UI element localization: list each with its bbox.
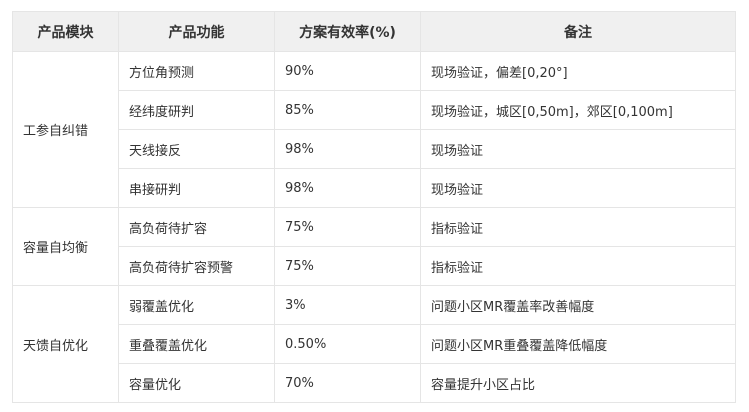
module-cell: 工参自纠错 [12,51,119,208]
rate-cell: 0.50% [274,324,421,364]
func-cell: 重叠覆盖优化 [118,324,275,364]
header-row: 产品模块 产品功能 方案有效率(%) 备注 [12,11,736,52]
table-row: 经纬度研判 85% 现场验证，城区[0,50m]，郊区[0,100m] [13,90,736,130]
note-cell: 现场验证，偏差[0,20°] [420,51,736,91]
module-cell: 容量自均衡 [12,207,119,286]
rate-cell: 75% [274,246,421,286]
header-module: 产品模块 [12,11,119,52]
note-cell: 容量提升小区占比 [420,363,736,403]
rate-cell: 3% [274,285,421,325]
rate-cell: 90% [274,51,421,91]
rate-cell: 75% [274,207,421,247]
table-row: 天线接反 98% 现场验证 [13,129,736,169]
table-row: 串接研判 98% 现场验证 [13,168,736,208]
func-cell: 容量优化 [118,363,275,403]
func-cell: 经纬度研判 [118,90,275,130]
func-cell: 串接研判 [118,168,275,208]
func-cell: 高负荷待扩容预警 [118,246,275,286]
rate-cell: 98% [274,129,421,169]
header-rate: 方案有效率(%) [274,11,421,52]
table-row: 重叠覆盖优化 0.50% 问题小区MR重叠覆盖降低幅度 [13,324,736,364]
rate-cell: 85% [274,90,421,130]
rate-cell: 70% [274,363,421,403]
table-row: 容量优化 70% 容量提升小区占比 [13,363,736,403]
table-row: 工参自纠错 方位角预测 90% 现场验证，偏差[0,20°] [12,51,736,208]
note-cell: 现场验证，城区[0,50m]，郊区[0,100m] [420,90,736,130]
table-row: 高负荷待扩容预警 75% 指标验证 [13,246,736,286]
note-cell: 现场验证 [420,129,736,169]
func-cell: 天线接反 [118,129,275,169]
module-cell: 天馈自优化 [12,285,119,403]
note-cell: 指标验证 [420,246,736,286]
table-row: 容量自均衡 高负荷待扩容 75% 指标验证 [12,207,736,286]
note-cell: 现场验证 [420,168,736,208]
effectiveness-table: 产品模块 产品功能 方案有效率(%) 备注 工参自纠错 方位角预测 90% 现场验证，… [12,11,736,403]
func-cell: 高负荷待扩容 [118,207,275,247]
func-cell: 弱覆盖优化 [118,285,275,325]
header-function: 产品功能 [118,11,275,52]
note-cell: 问题小区MR覆盖率改善幅度 [420,285,736,325]
header-note: 备注 [420,11,736,52]
rate-cell: 98% [274,168,421,208]
func-cell: 方位角预测 [118,51,275,91]
note-cell: 问题小区MR重叠覆盖降低幅度 [420,324,736,364]
table-row: 天馈自优化 弱覆盖优化 3% 问题小区MR覆盖率改善幅度 [12,285,736,403]
note-cell: 指标验证 [420,207,736,247]
